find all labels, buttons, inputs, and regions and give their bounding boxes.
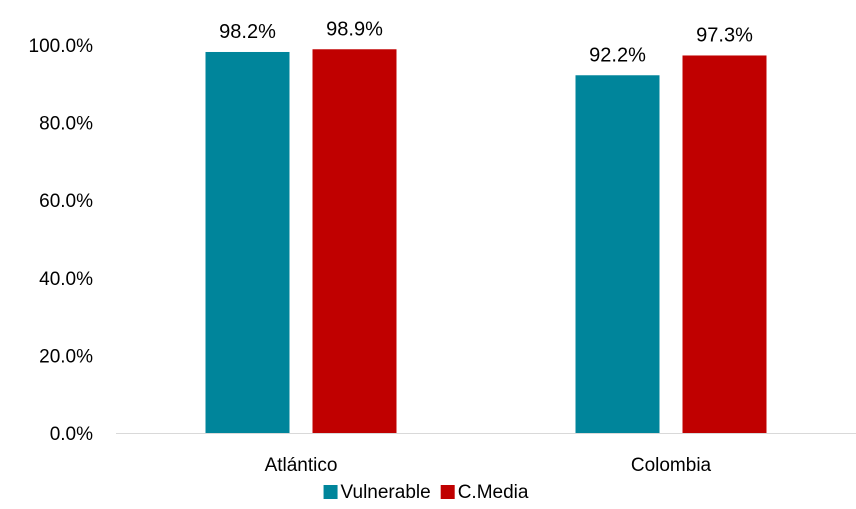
legend-label: Vulnerable	[341, 482, 431, 503]
x-axis: Atlántico Colombia	[265, 455, 712, 476]
legend: Vulnerable C.Media	[323, 482, 529, 503]
data-label: 92.2%	[589, 44, 646, 66]
bar-vulnerable-1	[575, 75, 660, 433]
y-tick-label: 80.0%	[39, 114, 93, 135]
legend-item-vulnerable: Vulnerable	[323, 482, 431, 503]
legend-item-c-media: C.Media	[440, 482, 529, 503]
data-label: 97.3%	[696, 24, 753, 46]
y-tick-label: 60.0%	[39, 191, 93, 212]
legend-swatch	[323, 485, 338, 499]
bar-c-media-0	[312, 49, 397, 433]
bar-vulnerable-0	[205, 51, 290, 433]
y-tick-label: 100.0%	[29, 36, 94, 57]
data-label: 98.9%	[326, 18, 383, 40]
x-tick-label: Atlántico	[265, 455, 338, 476]
y-axis: 0.0% 20.0% 40.0% 60.0% 80.0% 100.0%	[29, 36, 94, 445]
y-tick-label: 0.0%	[50, 424, 93, 445]
data-labels: 98.2% 98.9% 92.2% 97.3%	[219, 18, 753, 66]
y-tick-label: 20.0%	[39, 346, 93, 367]
legend-swatch	[440, 485, 455, 499]
data-label: 98.2%	[219, 21, 276, 43]
bar-c-media-1	[682, 55, 767, 433]
legend-label: C.Media	[458, 482, 529, 503]
y-tick-label: 40.0%	[39, 269, 93, 290]
x-tick-label: Colombia	[631, 455, 712, 476]
bars	[205, 49, 767, 433]
